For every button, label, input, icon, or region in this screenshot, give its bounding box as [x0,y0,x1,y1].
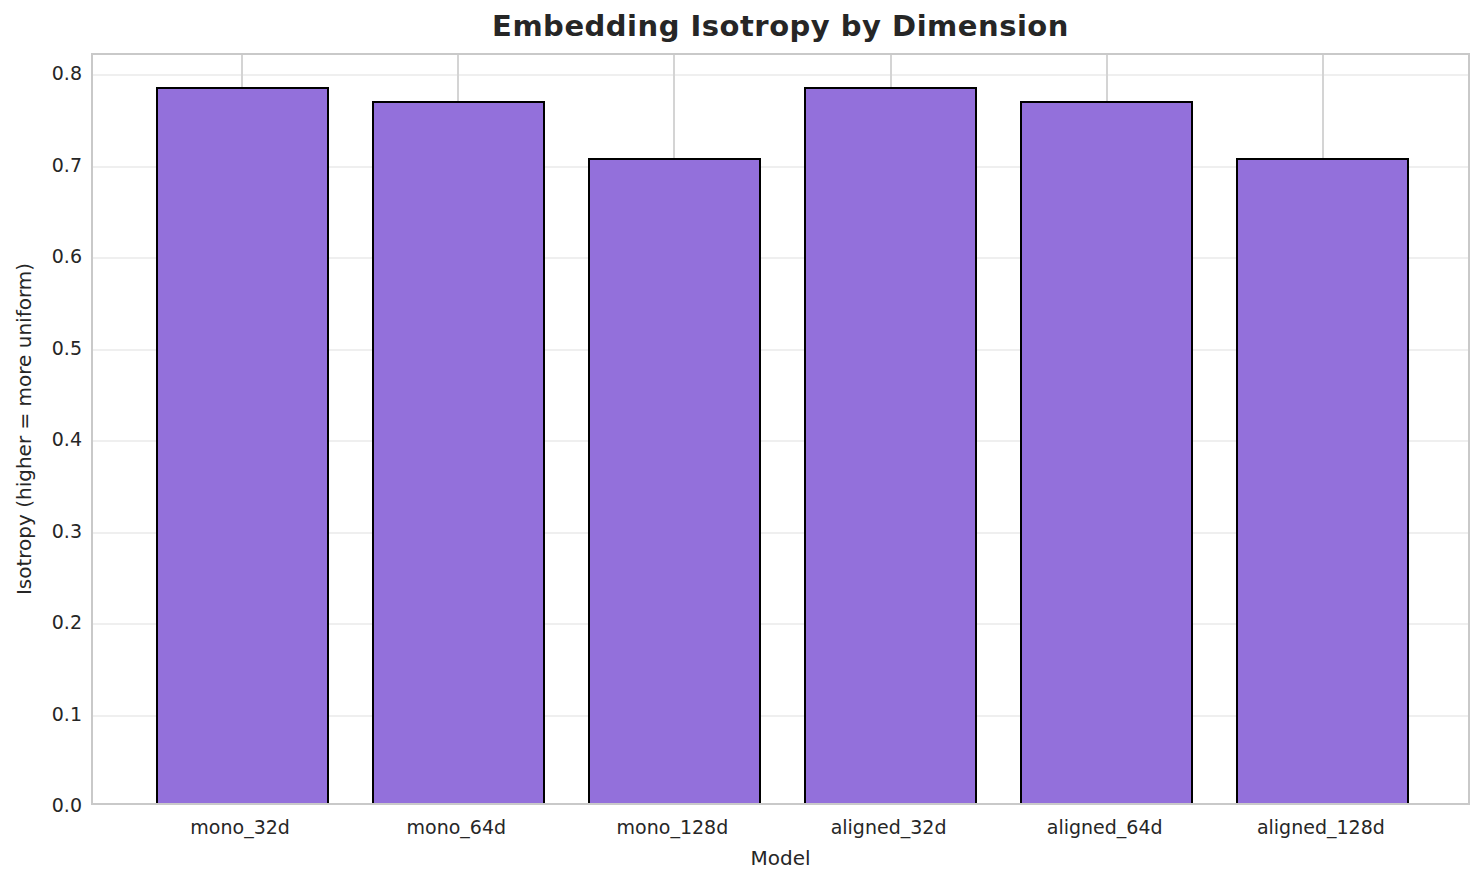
x-tick-mono_64d: mono_64d [407,816,507,838]
y-tick-0.0: 0.0 [52,794,82,816]
y-tick-0.6: 0.6 [52,245,82,267]
y-tick-0.7: 0.7 [52,154,82,176]
x-tick-mono_32d: mono_32d [190,816,290,838]
bar-aligned_32d [804,87,977,803]
y-tick-0.5: 0.5 [52,337,82,359]
gridline-y-0.8 [93,74,1468,76]
figure: Embedding Isotropy by Dimension Isotropy… [0,0,1484,885]
x-tick-aligned_32d: aligned_32d [831,816,947,838]
x-axis-label: Model [91,846,1470,870]
y-tick-0.4: 0.4 [52,428,82,450]
chart-title: Embedding Isotropy by Dimension [91,9,1470,43]
bar-mono_64d [372,101,545,803]
x-tick-mono_128d: mono_128d [617,816,729,838]
x-tick-aligned_64d: aligned_64d [1047,816,1163,838]
bar-mono_32d [156,87,329,803]
x-tick-aligned_128d: aligned_128d [1257,816,1385,838]
y-tick-0.8: 0.8 [52,62,82,84]
bar-mono_128d [588,158,761,803]
y-tick-0.1: 0.1 [52,703,82,725]
y-axis-label: Isotropy (higher = more uniform) [12,263,36,595]
y-tick-0.3: 0.3 [52,520,82,542]
bar-aligned_128d [1236,158,1409,803]
plot-area [91,53,1470,805]
y-tick-0.2: 0.2 [52,611,82,633]
bar-aligned_64d [1020,101,1193,803]
